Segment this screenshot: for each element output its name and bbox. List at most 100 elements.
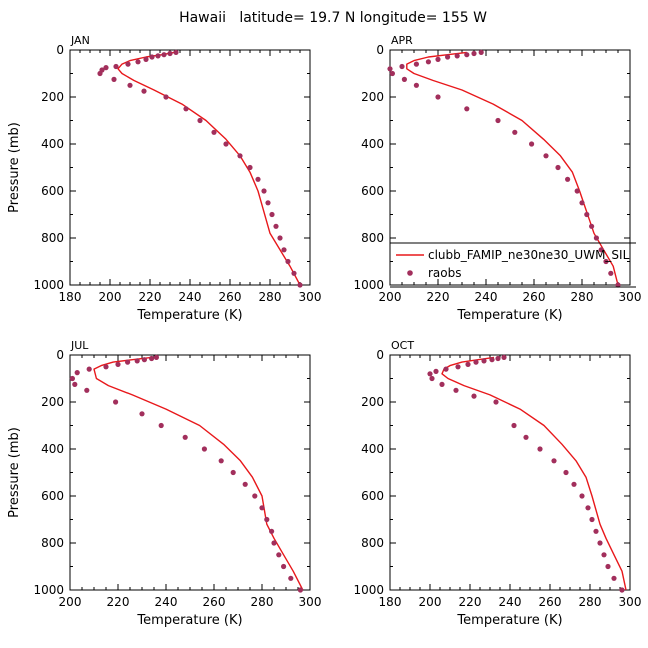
raobs-point: [387, 66, 393, 72]
raobs-point: [135, 59, 141, 65]
raobs-point: [619, 587, 625, 593]
legend-point-swatch: [407, 270, 413, 276]
raobs-point: [141, 357, 147, 363]
raobs-point: [163, 94, 169, 100]
raobs-point: [597, 540, 603, 546]
y-tick-label: 400: [41, 137, 64, 151]
y-tick-label: 0: [376, 348, 384, 362]
raobs-point: [183, 106, 189, 112]
raobs-point: [264, 516, 270, 523]
raobs-point: [501, 354, 507, 360]
raobs-point: [149, 54, 155, 60]
raobs-point: [537, 446, 543, 452]
raobs-point: [413, 82, 419, 88]
raobs-point: [489, 357, 495, 363]
x-tick-label: 220: [107, 595, 130, 609]
y-tick-label: 800: [361, 536, 384, 550]
plot-frame: [389, 354, 631, 591]
raobs-point: [593, 235, 600, 241]
raobs-point: [454, 53, 460, 59]
raobs-point: [471, 50, 477, 57]
raobs-point: [401, 76, 407, 82]
x-tick-label: 220: [459, 595, 482, 609]
raobs-point: [601, 552, 607, 558]
raobs-point: [589, 223, 595, 229]
raobs-point: [579, 200, 585, 206]
raobs-point: [598, 247, 604, 253]
y-tick-label: 200: [41, 90, 64, 104]
x-tick-label: 280: [571, 290, 594, 304]
raobs-point: [389, 70, 395, 77]
raobs-point: [523, 434, 529, 440]
raobs-point: [603, 258, 609, 265]
raobs-point: [445, 54, 451, 60]
raobs-point: [139, 411, 145, 417]
x-tick-label: 260: [523, 290, 546, 304]
raobs-point: [167, 50, 173, 57]
raobs-point: [439, 381, 445, 387]
raobs-point: [585, 505, 591, 511]
raobs-point: [413, 61, 419, 67]
panel-apr: 200 220 240 260 280 300 0 200 400 600 800 1000 APR Te…: [353, 34, 641, 323]
raobs-point: [478, 49, 484, 56]
raobs-point: [252, 493, 258, 499]
y-tick-label: 600: [41, 184, 64, 198]
raobs-point: [158, 422, 164, 429]
panel-jan: 180 200 220 240 260 280 300 0 200 400 600 800 1000 JA…: [7, 34, 321, 323]
x-tick-label: 300: [619, 290, 642, 304]
raobs-point: [565, 176, 571, 182]
raobs-point: [427, 371, 433, 377]
x-axis-title: Temperature (K): [136, 613, 242, 628]
panel-label: OCT: [391, 339, 414, 352]
y-tick-label: 1000: [33, 583, 64, 597]
x-tick-label: 300: [299, 290, 322, 304]
raobs-point: [269, 211, 275, 218]
raobs-point: [261, 188, 267, 194]
panel-jul: 200 220 240 260 280 300 0 200 400 600 800 1000 JUL Te…: [7, 339, 321, 628]
raobs-point: [574, 188, 580, 194]
x-tick-label: 220: [427, 290, 450, 304]
plot-frame: [69, 49, 311, 286]
raobs-point: [155, 53, 161, 59]
raobs-point: [97, 70, 103, 77]
raobs-point: [285, 258, 291, 265]
y-tick-label: 400: [361, 442, 384, 456]
x-tick-label: 300: [619, 595, 642, 609]
raobs-point: [230, 469, 236, 476]
x-tick-label: 200: [419, 595, 442, 609]
x-tick-label: 260: [539, 595, 562, 609]
raobs-point: [103, 65, 109, 71]
model-line: [117, 51, 301, 285]
raobs-point: [611, 575, 617, 581]
panel-oct: 180 200 220 240 260 280 300 0 200 400 600 800 1000 OC…: [353, 339, 641, 628]
x-axis-title: Temperature (K): [136, 308, 242, 323]
raobs-point: [161, 52, 167, 58]
raobs-point: [288, 575, 294, 581]
x-tick-label: 260: [203, 595, 226, 609]
raobs-point: [291, 270, 297, 276]
raobs-point: [433, 368, 439, 374]
raobs-point: [493, 399, 499, 405]
model-line: [93, 356, 304, 590]
raobs-point: [115, 361, 121, 367]
y-tick-label: 800: [41, 536, 64, 550]
raobs-point: [74, 370, 80, 376]
y-tick-label: 200: [361, 395, 384, 409]
raobs-point: [223, 141, 229, 147]
y-tick-label: 800: [41, 231, 64, 245]
legend-obs-label: raobs: [428, 266, 462, 280]
raobs-point: [495, 117, 501, 124]
raobs-point: [113, 399, 119, 405]
y-tick-label: 600: [41, 489, 64, 503]
y-tick-label: 600: [361, 184, 384, 198]
raobs-point: [143, 56, 149, 63]
x-tick-label: 300: [299, 595, 322, 609]
raobs-point: [201, 446, 207, 452]
y-tick-label: 1000: [33, 278, 64, 292]
raobs-point: [435, 56, 441, 63]
raobs-point: [495, 355, 501, 362]
raobs-point: [615, 282, 621, 288]
y-tick-label: 0: [376, 43, 384, 57]
raobs-point: [271, 540, 277, 546]
